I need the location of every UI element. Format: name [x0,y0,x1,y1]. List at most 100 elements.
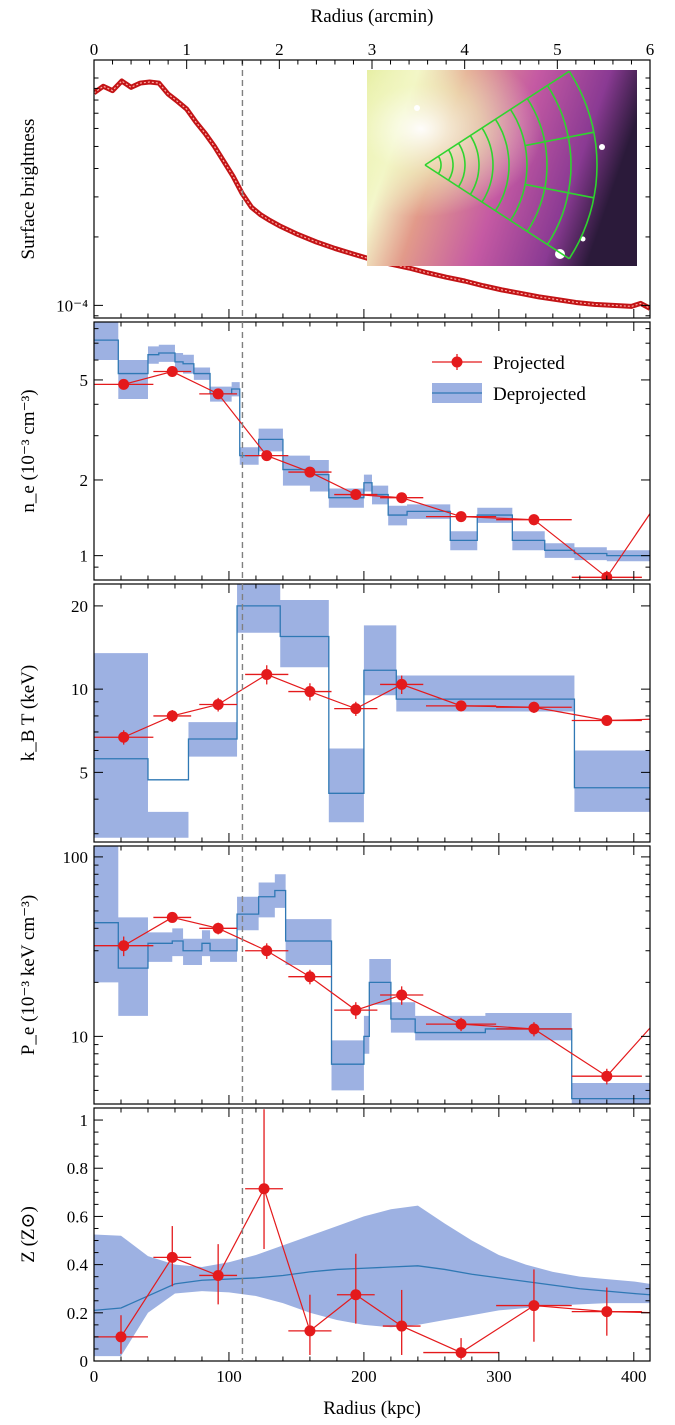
y-tick-label: 0.4 [67,1256,89,1275]
top-axis-label: Radius (arcmin) [311,6,434,27]
data-marker [166,366,178,378]
data-marker [350,1289,362,1301]
projected-point [650,480,672,519]
region-arc [526,98,548,232]
y-axis-label: P_e (10⁻³ keV cm⁻³) [18,895,39,1055]
data-marker [455,1018,467,1030]
y-tick-label: 10 [71,680,88,699]
legend: Projected Deprojected [432,353,586,405]
bottom-tick-label: 0 [90,1367,99,1386]
panel-frame [93,845,651,1105]
deprojected-band [94,322,650,562]
projected-point [199,922,238,935]
data-marker [528,701,540,713]
region-arc [481,127,494,203]
data-marker [304,466,316,478]
y-tick-label: 5 [80,371,89,390]
panel-frame [93,1107,651,1362]
projected-point [199,388,238,400]
region-arc [469,135,480,195]
region-arc [546,85,572,245]
inset-star [414,105,420,111]
y-tick-label: 10 [71,1027,88,1046]
bottom-tick-label: 400 [621,1367,647,1386]
y-axis-label: k_B T (keV) [18,665,39,761]
projected-point [245,450,289,462]
projected-point [153,366,192,378]
y-tick-label: 2 [80,471,89,490]
data-marker [166,1251,178,1263]
data-marker [212,388,224,400]
data-marker [601,1070,613,1082]
data-marker [304,1325,316,1337]
bottom-axis-label: Radius (kpc) [323,1398,421,1419]
data-marker [455,1347,467,1359]
deprojected-band [94,584,650,838]
projected-point [380,675,424,695]
data-marker [212,922,224,934]
region-divider [524,183,594,199]
region-edge [424,70,570,166]
y-tick-label: 20 [71,597,88,616]
data-marker [118,940,130,952]
legend-deprojected-label: Deprojected [493,384,586,405]
projected-point [425,700,497,712]
projected-point [199,697,238,712]
bottom-tick-label: 200 [351,1367,377,1386]
projected-point [496,701,572,713]
projected-point [94,378,154,390]
data-marker [396,1320,408,1332]
projected-point [496,1022,572,1037]
data-marker [655,1307,666,1318]
bottom-tick-label: 300 [486,1367,512,1386]
deprojected-band [94,846,650,1104]
projected-point [288,466,332,478]
top-tick-label: 1 [182,40,191,59]
data-marker [350,489,362,501]
projected-point [334,489,378,501]
inset-xray-image [367,70,637,266]
data-marker [601,1306,613,1318]
y-tick-label: 0.6 [67,1207,88,1226]
y-axis-label: n_e (10⁻³ cm⁻³) [18,389,39,512]
projected-point [571,715,642,727]
projected-point [288,969,332,985]
data-marker [350,1004,362,1016]
y-tick-label: 1 [80,1111,89,1130]
projected-point [650,1005,672,1029]
extraction-regions [424,70,598,260]
data-marker [212,698,224,710]
projected-point [650,1289,672,1337]
region-divider [524,131,594,147]
projected-point [199,1244,238,1305]
y-tick-label: 100 [63,848,89,867]
legend-projected-label: Projected [493,353,565,374]
y-tick-label: 0 [80,1352,89,1371]
bottom-tick-label: 100 [216,1367,242,1386]
projected-point [380,986,424,1005]
projected-point [334,701,378,716]
panel-frame [93,321,651,581]
projected-point [425,1017,497,1032]
region-arc [457,142,466,188]
y-axis-label: Surface brightness [18,119,39,260]
data-marker [601,715,613,727]
top-tick-label: 4 [460,40,469,59]
projected-point [288,683,332,701]
data-marker [396,492,408,504]
data-marker [166,710,178,722]
region-arc [494,118,510,212]
y-tick-label: 0.8 [67,1159,88,1178]
data-marker [258,1183,270,1195]
data-marker [655,492,666,503]
data-marker [655,713,666,724]
inset-star [580,236,586,242]
projected-point [571,1287,642,1336]
data-marker [528,1300,540,1312]
projected-point [153,1226,192,1287]
top-tick-label: 5 [553,40,562,59]
projected-point [334,1002,378,1019]
projected-point [650,713,672,724]
data-marker [455,700,467,712]
